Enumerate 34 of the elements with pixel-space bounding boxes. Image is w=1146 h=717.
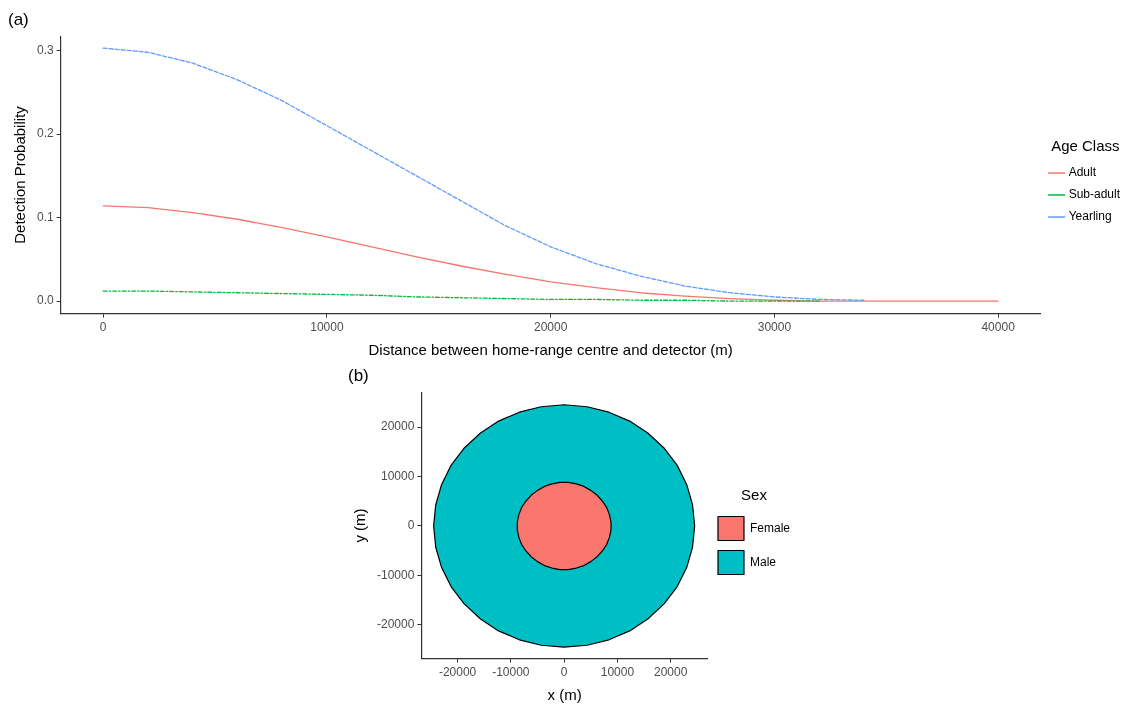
x-tick-label: 30000	[757, 320, 792, 335]
x-tick-label: 10000	[310, 320, 344, 335]
y-axis-title: y (m)	[351, 508, 369, 543]
y-tick-label: 20000	[380, 419, 415, 434]
legend-label: Female	[749, 520, 791, 535]
y-tick-label: 0.1	[36, 209, 54, 224]
y-tick-label: 0.2	[36, 126, 54, 141]
legend-label: Male	[749, 554, 777, 569]
x-tick-label: 20000	[533, 320, 568, 335]
y-tick-label: -10000	[376, 567, 415, 582]
legend-label: Sub-adult	[1068, 187, 1121, 202]
y-tick-label: 0	[407, 518, 415, 533]
x-tick-label: 40000	[981, 320, 1016, 335]
line-series	[102, 47, 865, 301]
y-tick-label: 10000	[380, 468, 415, 483]
x-tick-label: -10000	[492, 665, 530, 680]
x-tick-label: 0	[99, 320, 107, 335]
legend-title: Age Class	[1051, 136, 1120, 154]
x-tick-label: -20000	[438, 665, 477, 680]
x-axis-title: Distance between home-range centre and detector (m)	[368, 341, 733, 359]
legend-title: Sex	[741, 486, 768, 504]
x-tick-label: 10000	[600, 665, 635, 680]
legend-label: Adult	[1068, 165, 1097, 180]
legend-label: Yearling	[1068, 209, 1112, 224]
y-tick-label: -20000	[376, 617, 415, 632]
chart-title: (b)	[348, 365, 369, 385]
x-axis-title: x (m)	[547, 686, 582, 704]
y-axis-title: Detection Probability	[11, 105, 29, 244]
x-tick-label: 20000	[654, 665, 688, 680]
line-series	[102, 290, 820, 302]
y-tick-label: 0.0	[36, 293, 54, 308]
y-tick-label: 0.3	[36, 42, 54, 57]
chart-title: (a)	[8, 9, 29, 29]
x-tick-label: 0	[560, 665, 568, 680]
